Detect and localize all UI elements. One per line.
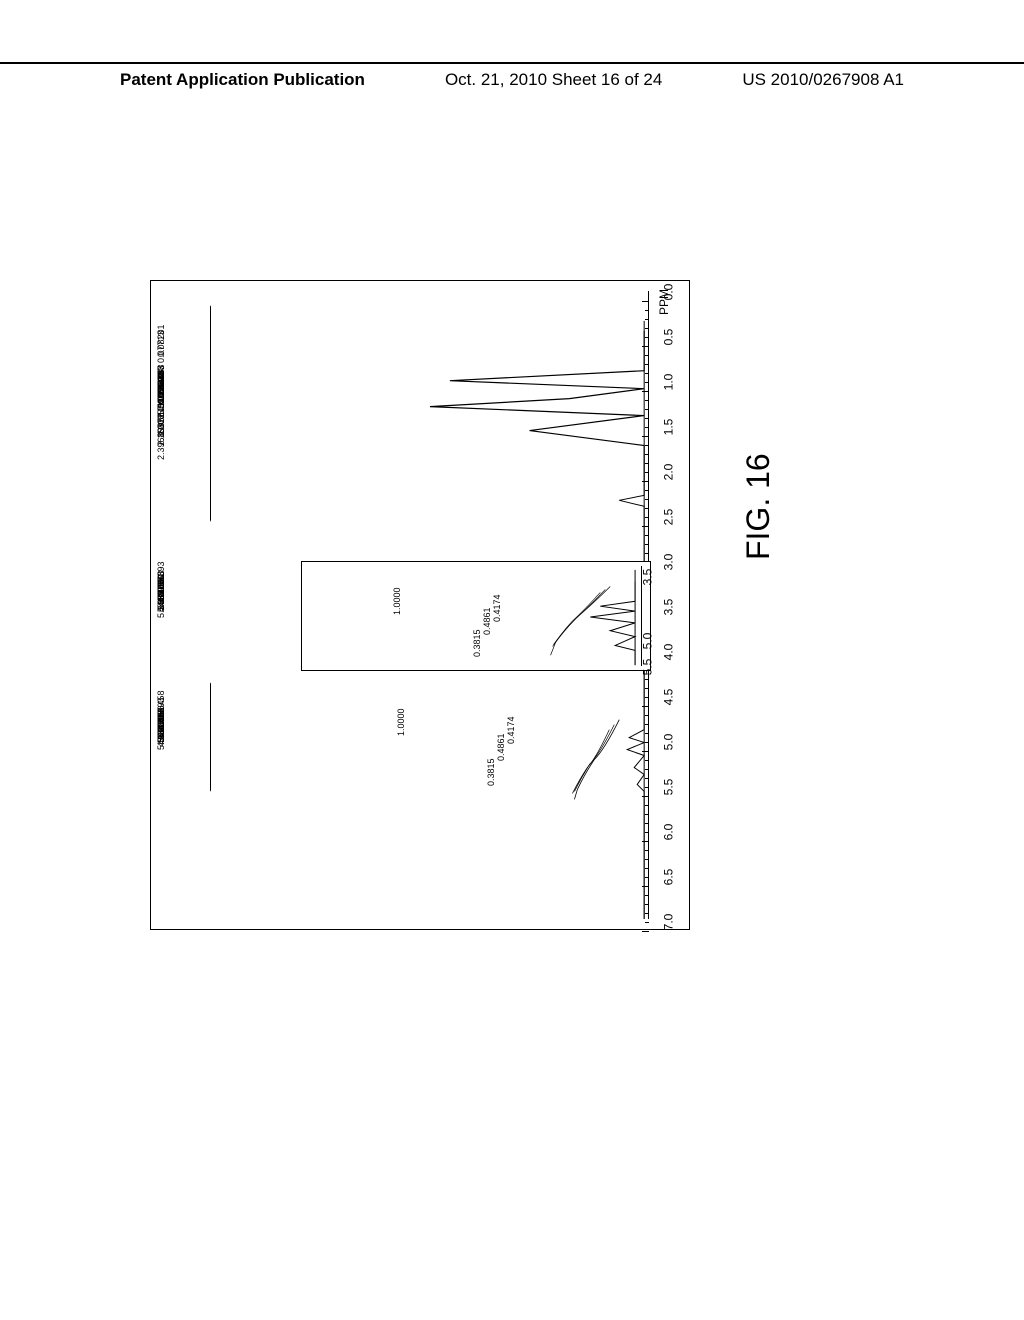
axis-tick-label: 0.0 bbox=[662, 284, 676, 301]
inset-integral: 1.0000 bbox=[392, 587, 402, 615]
figure-caption: FIG. 16 bbox=[740, 453, 777, 560]
peak-connector bbox=[210, 364, 211, 409]
axis-tick-label: 7.0 bbox=[662, 914, 676, 931]
axis-tick-label: 0.5 bbox=[662, 329, 676, 346]
nmr-spectrum-figure: PPM 0.3815 0.4861 1.0000 0.4174 bbox=[150, 280, 690, 930]
axis-tick-label: 5.0 bbox=[662, 734, 676, 751]
inset-integral: 0.4861 bbox=[482, 607, 492, 635]
inset-tick: 3.5 bbox=[641, 569, 655, 586]
axis-tick-label: 6.0 bbox=[662, 824, 676, 841]
header-publication-number: US 2010/0267908 A1 bbox=[742, 70, 904, 90]
axis-major-tick bbox=[642, 931, 649, 932]
inset-tick: 5.0 bbox=[641, 633, 655, 650]
peak-ppm-label: 4.26458 bbox=[156, 690, 166, 723]
axis-tick-label: 1.0 bbox=[662, 374, 676, 391]
axis-tick-label: 6.5 bbox=[662, 869, 676, 886]
axis-tick-label: 3.5 bbox=[662, 599, 676, 616]
axis-tick-label: 5.5 bbox=[662, 779, 676, 796]
integral-value: 0.4174 bbox=[506, 716, 516, 744]
integral-value: 1.0000 bbox=[396, 708, 406, 736]
peak-ppm-label: 4.62000 bbox=[156, 574, 166, 607]
axis-tick-label: 3.0 bbox=[662, 554, 676, 571]
peak-ppm-label: 0.07713 bbox=[156, 331, 166, 364]
header-date-sheet: Oct. 21, 2010 Sheet 16 of 24 bbox=[445, 70, 662, 90]
inset-expansion: 5.5 5.0 3.5 0.3815 0.4861 1.0000 0.4174 bbox=[301, 561, 651, 671]
integral-value: 0.4861 bbox=[496, 733, 506, 761]
header-row: Patent Application Publication Oct. 21, … bbox=[0, 64, 1024, 90]
axis-tick-label: 1.5 bbox=[662, 419, 676, 436]
peak-connector bbox=[210, 682, 211, 726]
peak-connector bbox=[210, 305, 211, 365]
spectrum-container: PPM 0.3815 0.4861 1.0000 0.4174 bbox=[151, 281, 689, 929]
axis-tick-label: 4.5 bbox=[662, 689, 676, 706]
inset-integral: 0.4174 bbox=[492, 594, 502, 622]
peak-ppm-label: 0.72323 bbox=[156, 375, 166, 408]
header-publication-type: Patent Application Publication bbox=[120, 70, 365, 90]
axis-tick-label: 2.0 bbox=[662, 464, 676, 481]
axis-tick-label: 2.5 bbox=[662, 509, 676, 526]
peak-label-region: 5.383065.349975.139085.003514.982754.678… bbox=[155, 289, 295, 921]
integral-value: 0.3815 bbox=[486, 758, 496, 786]
axis-tick-label: 4.0 bbox=[662, 644, 676, 661]
page-header: Patent Application Publication Oct. 21, … bbox=[0, 62, 1024, 90]
inset-integral: 0.3815 bbox=[472, 629, 482, 657]
inset-tick: 5.5 bbox=[641, 659, 655, 676]
